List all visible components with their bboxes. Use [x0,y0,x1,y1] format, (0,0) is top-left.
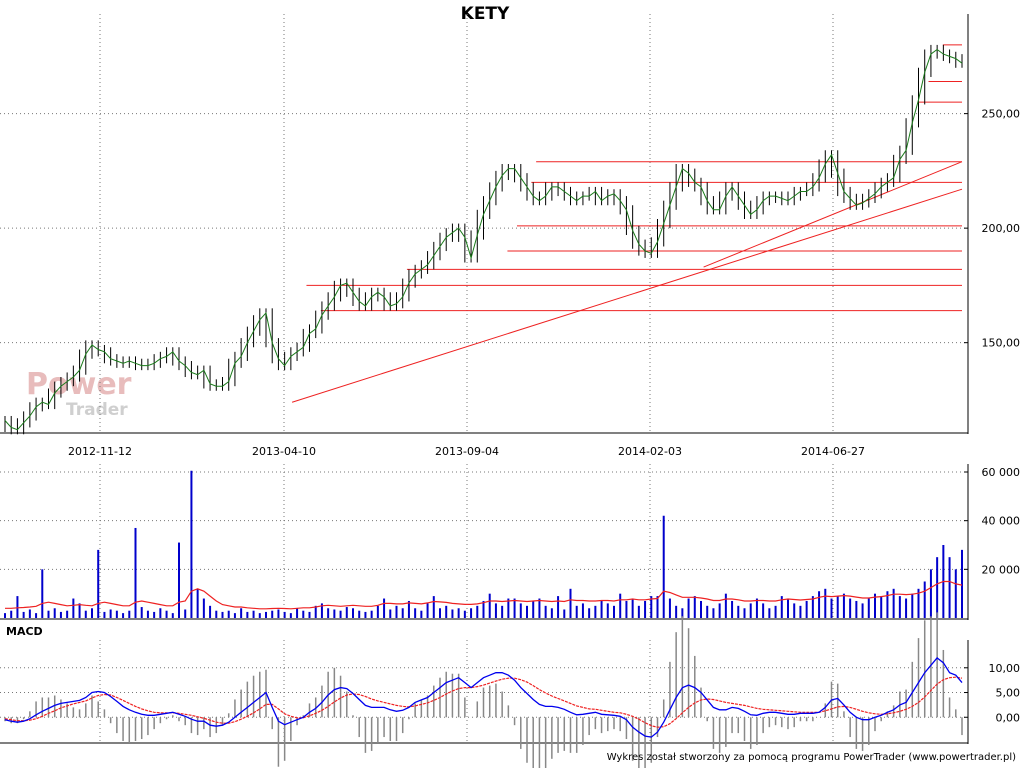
price-y-tick-label-2: 250,00 [982,108,1021,121]
volume-y-tick-label-1: 40 000 [982,515,1021,528]
price-x-tick-label-4: 2014-06-27 [801,445,865,458]
volume-y-tick-label-0: 20 000 [982,563,1021,576]
trend-line-0 [291,188,963,403]
macd-panel: 0,00 5,00 10,00 [0,612,1020,768]
macd-panel-label: MACD [6,625,43,638]
price-x-tick-label-0: 2012-11-12 [68,445,132,458]
macd-signal-line [4,676,963,728]
price-panel: 150,00 200,00 250,00 2012-11-12 2013-04-10 20… [0,14,1020,458]
volume-average-line [5,580,963,610]
price-line [4,48,963,431]
price-x-tick-label-1: 2013-04-10 [252,445,316,458]
powertrader-watermark: Power Trader [26,367,132,420]
price-y-tick-label-0: 150,00 [982,337,1021,350]
price-x-tick-label-3: 2014-02-03 [618,445,682,458]
macd-y-tick-label-0: 0,00 [996,711,1021,724]
volume-y-tick-label-2: 60 000 [982,466,1021,479]
macd-y-tick-label-2: 10,00 [989,662,1021,675]
price-x-tick-label-2: 2013-09-04 [435,445,499,458]
watermark-power: Power [26,367,132,402]
trend-line-1 [703,161,963,268]
volume-panel: 20 000 40 000 60 000 [0,464,1020,620]
macd-y-tick-label-1: 5,00 [996,687,1021,700]
macd-line [4,657,963,738]
chart-title: KETY [461,4,510,24]
watermark-trader: Trader [66,400,128,420]
footer-credit: Wykres został stworzony za pomocą progra… [607,752,1016,763]
price-y-tick-label-1: 200,00 [982,222,1021,235]
